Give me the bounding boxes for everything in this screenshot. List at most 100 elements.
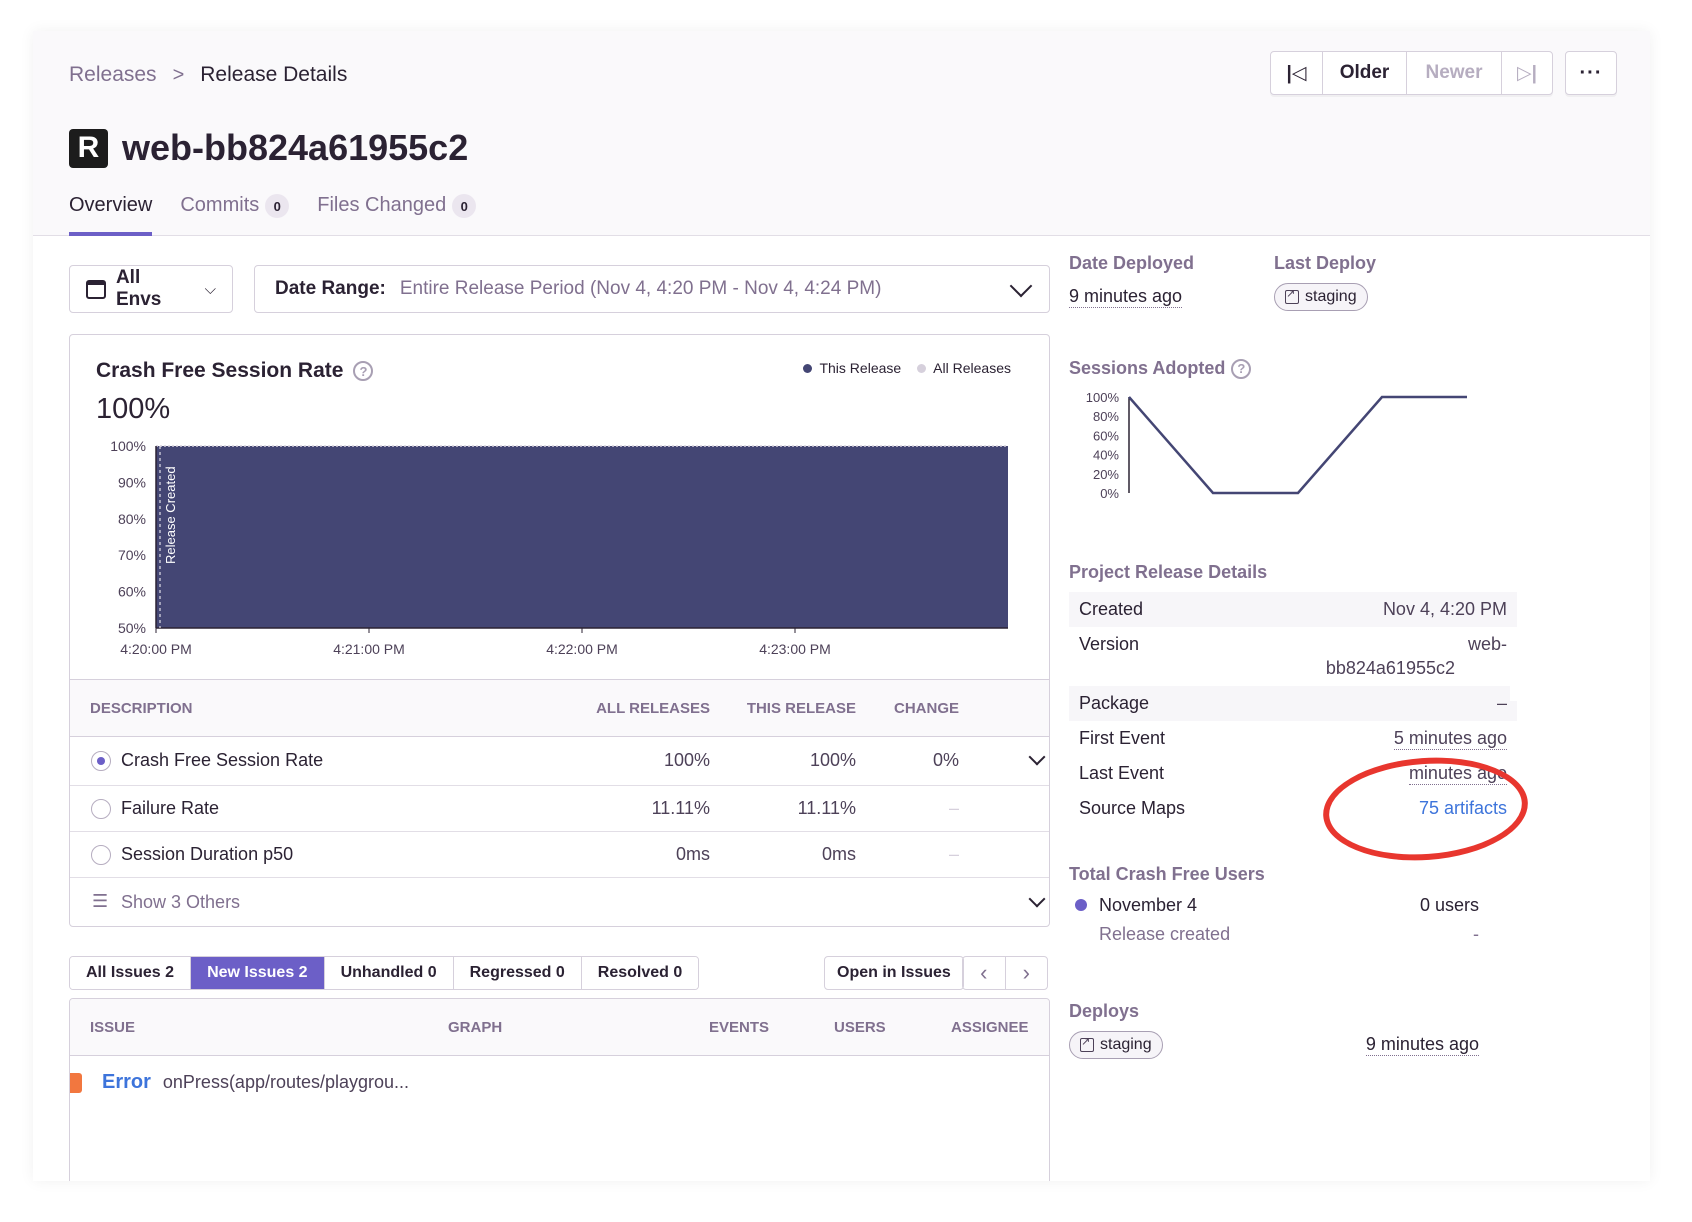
tab-files-changed[interactable]: Files Changed 0 xyxy=(317,194,477,236)
older-release-button[interactable]: Older xyxy=(1323,52,1407,94)
tab-regressed[interactable]: Regressed 0 xyxy=(453,957,582,989)
metric-row[interactable]: Failure Rate 11.11% 11.11% – xyxy=(70,786,1049,832)
tab-overview[interactable]: Overview xyxy=(69,194,153,236)
release-details-page: Releases > Release Details |◁ Older Newe… xyxy=(33,31,1650,1181)
issue-culprit: onPress(app/routes/playgrou... xyxy=(162,1072,410,1092)
issue-row[interactable]: Error onPress(app/routes/playgrou... xyxy=(70,1071,409,1094)
issue-title-link[interactable]: Error xyxy=(102,1071,151,1093)
metric-radio[interactable] xyxy=(91,799,111,819)
tab-resolved[interactable]: Resolved 0 xyxy=(581,957,699,989)
environment-selector[interactable]: All Envs ⌵ xyxy=(69,265,233,313)
metric-all-value: 11.11% xyxy=(651,798,710,818)
tab-label: Files Changed xyxy=(317,194,447,216)
issues-table: ISSUE GRAPH EVENTS USERS ASSIGNEE Error … xyxy=(69,998,1050,1181)
tab-new-issues[interactable]: New Issues 2 xyxy=(191,957,325,989)
release-title-row: R web-bb824a61955c2 xyxy=(69,127,468,169)
detail-key: Version xyxy=(1079,634,1140,654)
detail-value[interactable]: minutes ago xyxy=(1408,763,1507,785)
next-page-button[interactable]: › xyxy=(1006,957,1048,989)
series-area-this-release xyxy=(156,446,1008,628)
breadcrumb: Releases > Release Details xyxy=(69,63,347,87)
more-actions-button[interactable]: ··· xyxy=(1565,51,1617,95)
deploy-time[interactable]: 9 minutes ago xyxy=(1365,1034,1479,1056)
deploy-env-badge[interactable]: staging xyxy=(1069,1031,1163,1059)
source-maps-link[interactable]: 75 artifacts xyxy=(1418,798,1507,818)
metric-row[interactable]: Crash Free Session Rate 100% 100% 0% xyxy=(70,737,1049,786)
detail-key: Package xyxy=(1079,693,1150,713)
metric-radio[interactable] xyxy=(91,751,111,771)
metric-label: Session Duration p50 xyxy=(121,844,294,864)
metric-row[interactable]: Session Duration p50 0ms 0ms – xyxy=(70,832,1049,878)
chevron-down-icon: ⌵ xyxy=(204,280,216,298)
col-change: CHANGE xyxy=(893,700,959,717)
newer-release-button[interactable]: Newer xyxy=(1407,52,1502,94)
open-in-issues-button[interactable]: Open in Issues xyxy=(824,956,964,990)
issue-tab-count: 0 xyxy=(427,964,437,981)
date-range-selector[interactable]: Date Range: Entire Release Period (Nov 4… xyxy=(254,265,1050,313)
metric-change-value: 0% xyxy=(932,750,959,770)
issue-tab-count: 2 xyxy=(165,964,175,981)
page-header: Releases > Release Details |◁ Older Newe… xyxy=(33,31,1650,236)
date-deployed-value[interactable]: 9 minutes ago xyxy=(1069,286,1183,308)
oldest-release-button[interactable]: |◁ xyxy=(1271,52,1323,94)
metric-change-value: – xyxy=(948,798,959,818)
y-tick-label: 90% xyxy=(118,474,146,490)
chevron-down-icon[interactable] xyxy=(1028,748,1046,766)
issue-filter-tabs: All Issues 2 New Issues 2 Unhandled 0 Re… xyxy=(69,956,700,990)
col-issue: ISSUE xyxy=(90,1019,136,1036)
release-created-label: Release Created xyxy=(163,466,178,564)
newest-release-button[interactable]: ▷| xyxy=(1502,52,1552,94)
issue-tab-label: Unhandled xyxy=(340,964,424,981)
deploy-env: staging xyxy=(1100,1036,1152,1053)
help-icon[interactable]: ? xyxy=(353,361,374,381)
legend-item-all-releases[interactable]: All Releases xyxy=(917,360,1011,376)
detail-value[interactable]: 5 minutes ago xyxy=(1393,728,1507,750)
tab-label: Commits xyxy=(180,194,260,216)
metric-this-value: 0ms xyxy=(821,844,856,864)
external-link-icon xyxy=(1080,1035,1094,1052)
y-tick-label: 50% xyxy=(118,620,146,636)
issue-tab-label: Regressed xyxy=(469,964,552,981)
project-logo-icon: R xyxy=(69,128,108,168)
legend-dot-icon xyxy=(917,363,927,373)
detail-row-source-maps: Source Maps 75 artifacts xyxy=(1069,791,1517,826)
chart-title-text: Crash Free Session Rate xyxy=(96,359,344,382)
previous-page-button[interactable]: ‹ xyxy=(963,957,1006,989)
detail-row-created: Created Nov 4, 4:20 PM xyxy=(1069,592,1517,627)
release-tabs: Overview Commits 0 Files Changed 0 xyxy=(69,194,477,236)
metric-all-value: 100% xyxy=(663,750,710,770)
last-deploy-env-badge[interactable]: staging xyxy=(1274,283,1368,311)
detail-key: Source Maps xyxy=(1079,798,1186,818)
show-others-toggle[interactable]: ☰ Show 3 Others xyxy=(70,878,1049,926)
chevron-left-icon: ‹ xyxy=(980,960,988,985)
sessions-y-tick-label: 0% xyxy=(1100,486,1119,501)
detail-value-continued: bb824a61955c2 xyxy=(1325,658,1455,678)
issues-pagination: ‹ › xyxy=(962,956,1048,990)
tab-all-issues[interactable]: All Issues 2 xyxy=(70,957,192,989)
calendar-icon xyxy=(86,279,106,299)
tab-label: Overview xyxy=(69,194,153,216)
metric-label: Crash Free Session Rate xyxy=(121,750,324,770)
tab-unhandled[interactable]: Unhandled 0 xyxy=(324,957,454,989)
metric-this-value: 11.11% xyxy=(797,798,856,818)
metric-label: Failure Rate xyxy=(121,798,220,818)
breadcrumb-releases-link[interactable]: Releases xyxy=(69,63,157,86)
metric-radio[interactable] xyxy=(91,845,111,865)
legend-item-this-release[interactable]: This Release xyxy=(803,360,901,376)
detail-value: web- xyxy=(1467,634,1507,654)
y-tick-label: 70% xyxy=(118,547,146,563)
crash-free-date: November 4 xyxy=(1099,895,1198,915)
last-deploy-label: Last Deploy xyxy=(1274,253,1377,273)
crash-free-users-value: 0 users xyxy=(1419,895,1479,915)
detail-key: Created xyxy=(1079,599,1144,619)
tab-commits[interactable]: Commits 0 xyxy=(180,194,290,236)
col-assignee: ASSIGNEE xyxy=(951,1019,1029,1036)
chart-legend: This Release All Releases xyxy=(803,360,1011,376)
release-navigation: |◁ Older Newer ▷| xyxy=(1270,51,1553,95)
release-created-label: Release created xyxy=(1099,924,1231,944)
date-range-value: Entire Release Period (Nov 4, 4:20 PM - … xyxy=(399,278,882,299)
metric-change-value: – xyxy=(948,844,959,864)
sessions-y-tick-label: 40% xyxy=(1093,448,1119,463)
help-icon[interactable]: ? xyxy=(1231,358,1252,379)
external-link-icon xyxy=(1285,287,1299,304)
